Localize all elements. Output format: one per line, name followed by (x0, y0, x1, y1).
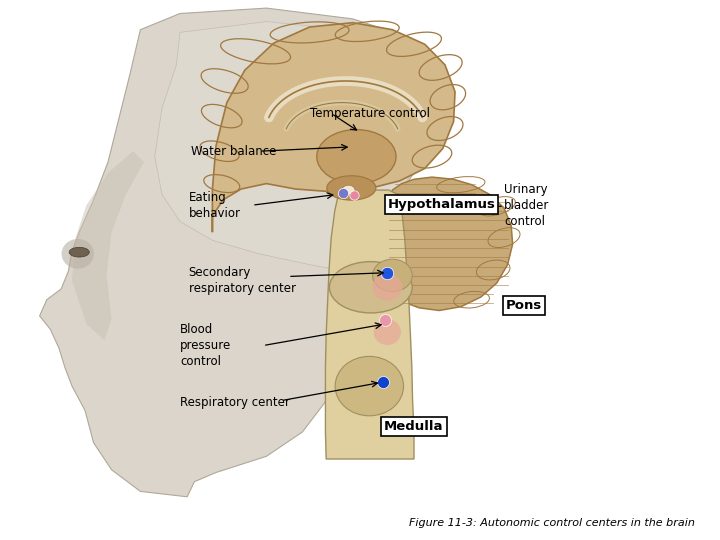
Point (337, 188, 348, 197)
Ellipse shape (69, 247, 89, 257)
Text: Urinary
bladder
control: Urinary bladder control (504, 183, 549, 228)
Ellipse shape (336, 356, 403, 416)
Point (348, 191, 360, 200)
Text: Secondary
respiratory center: Secondary respiratory center (189, 266, 296, 295)
Text: Water balance: Water balance (191, 145, 276, 158)
Text: Respiratory center: Respiratory center (180, 396, 290, 409)
Polygon shape (325, 190, 414, 459)
Polygon shape (155, 22, 431, 273)
Polygon shape (40, 8, 439, 497)
Ellipse shape (330, 261, 412, 313)
Point (382, 268, 393, 277)
Ellipse shape (372, 274, 402, 301)
Polygon shape (72, 151, 144, 340)
Text: Blood
pressure
control: Blood pressure control (180, 323, 231, 368)
Text: Pons: Pons (506, 299, 542, 312)
Polygon shape (380, 177, 513, 310)
Text: Temperature control: Temperature control (310, 107, 430, 120)
Point (377, 378, 389, 387)
Ellipse shape (374, 319, 401, 345)
Point (379, 315, 391, 324)
Text: Hypothalamus: Hypothalamus (387, 198, 495, 211)
Text: Eating
behavior: Eating behavior (189, 191, 240, 220)
Text: Figure 11-3: Autonomic control centers in the brain: Figure 11-3: Autonomic control centers i… (409, 518, 695, 528)
Ellipse shape (389, 187, 410, 217)
Polygon shape (212, 23, 455, 232)
Text: Medulla: Medulla (384, 420, 444, 433)
Ellipse shape (317, 130, 396, 184)
Ellipse shape (373, 259, 413, 292)
Ellipse shape (342, 185, 355, 195)
Ellipse shape (327, 176, 376, 200)
Ellipse shape (62, 239, 94, 269)
